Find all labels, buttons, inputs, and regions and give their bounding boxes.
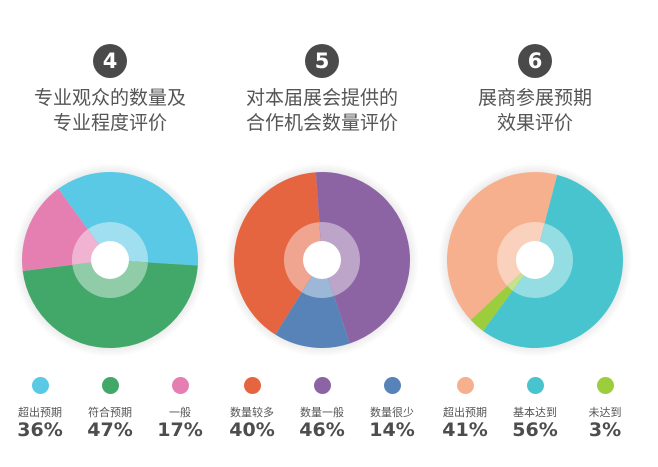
chart-title-line-1: 展商参展预期: [477, 87, 592, 109]
pie-inner-highlight: [72, 260, 148, 299]
pie-slice: [22, 260, 198, 349]
pie-center-hole: [91, 241, 129, 279]
pie-slice: [275, 260, 350, 348]
chart-panel-6: 6 展商参展预期 效果评价 超出预期 41% 基本达到 56% 未达到 3%: [430, 0, 640, 467]
pie-inner-slice: [301, 260, 334, 299]
pie-center-hole: [303, 241, 341, 279]
pie-chart: [225, 163, 419, 357]
legend-label: 一般: [169, 406, 191, 419]
pie-chart: [438, 163, 632, 357]
data-label: 17%: [157, 419, 203, 441]
pie-inner-highlight: [87, 221, 149, 263]
chart-title-line-1: 专业观众的数量及: [33, 87, 186, 109]
pie-center-hole: [516, 241, 554, 279]
pie-slice: [315, 171, 411, 344]
legend-swatch: [243, 377, 261, 394]
chart-title-line-2: 专业程度评价: [52, 112, 167, 134]
pie-inner-slice: [87, 221, 149, 263]
chart-title: 专业观众的数量及 专业程度评价: [5, 86, 215, 136]
pie-inner-highlight: [301, 260, 334, 299]
legend-label: 数量较多: [230, 406, 274, 419]
legend-label: 数量很少: [370, 406, 414, 419]
pie-slice: [233, 172, 322, 335]
legend-swatch: [526, 377, 544, 394]
legend-swatch: [456, 377, 474, 394]
chart-title: 展商参展预期 效果评价: [430, 86, 640, 136]
data-label: 14%: [369, 419, 415, 441]
pie-chart: [13, 163, 207, 357]
pie-slice: [58, 171, 199, 266]
chart-panel-4: 4 专业观众的数量及 专业程度评价 超出预期 36% 符合预期 47% 一般 17%: [5, 0, 215, 467]
legend-swatch: [383, 377, 401, 394]
chart-title-line-2: 合作机会数量评价: [245, 112, 398, 134]
chart-number-badge: 4: [93, 44, 127, 78]
legend-swatch: [313, 377, 331, 394]
chart-title-line-1: 对本届展会提供的: [245, 87, 398, 109]
legend-label: 超出预期: [18, 406, 62, 419]
legend-label: 超出预期: [443, 406, 487, 419]
legend-label: 基本达到: [513, 406, 557, 419]
legend-swatch: [31, 377, 49, 394]
data-label: 46%: [299, 419, 345, 441]
pie-inner-slice: [72, 260, 148, 299]
legend-label: 数量一般: [300, 406, 344, 419]
chart-number-badge: 6: [518, 44, 552, 78]
legend-swatch: [596, 377, 614, 394]
data-label: 41%: [442, 419, 488, 441]
chart-number-badge: 5: [305, 44, 339, 78]
chart-title: 对本届展会提供的 合作机会数量评价: [217, 86, 427, 136]
data-label: 3%: [588, 419, 622, 441]
data-label: 40%: [229, 419, 275, 441]
legend-swatch: [171, 377, 189, 394]
data-label: 36%: [17, 419, 63, 441]
data-label: 56%: [512, 419, 558, 441]
chart-panel-5: 5 对本届展会提供的 合作机会数量评价 数量较多 40% 数量一般 46% 数量很少 14…: [217, 0, 427, 467]
chart-title-line-2: 效果评价: [496, 112, 573, 134]
legend-swatch: [101, 377, 119, 394]
legend-label: 符合预期: [88, 406, 132, 419]
data-label: 47%: [87, 419, 133, 441]
legend-label: 未达到: [588, 406, 622, 419]
